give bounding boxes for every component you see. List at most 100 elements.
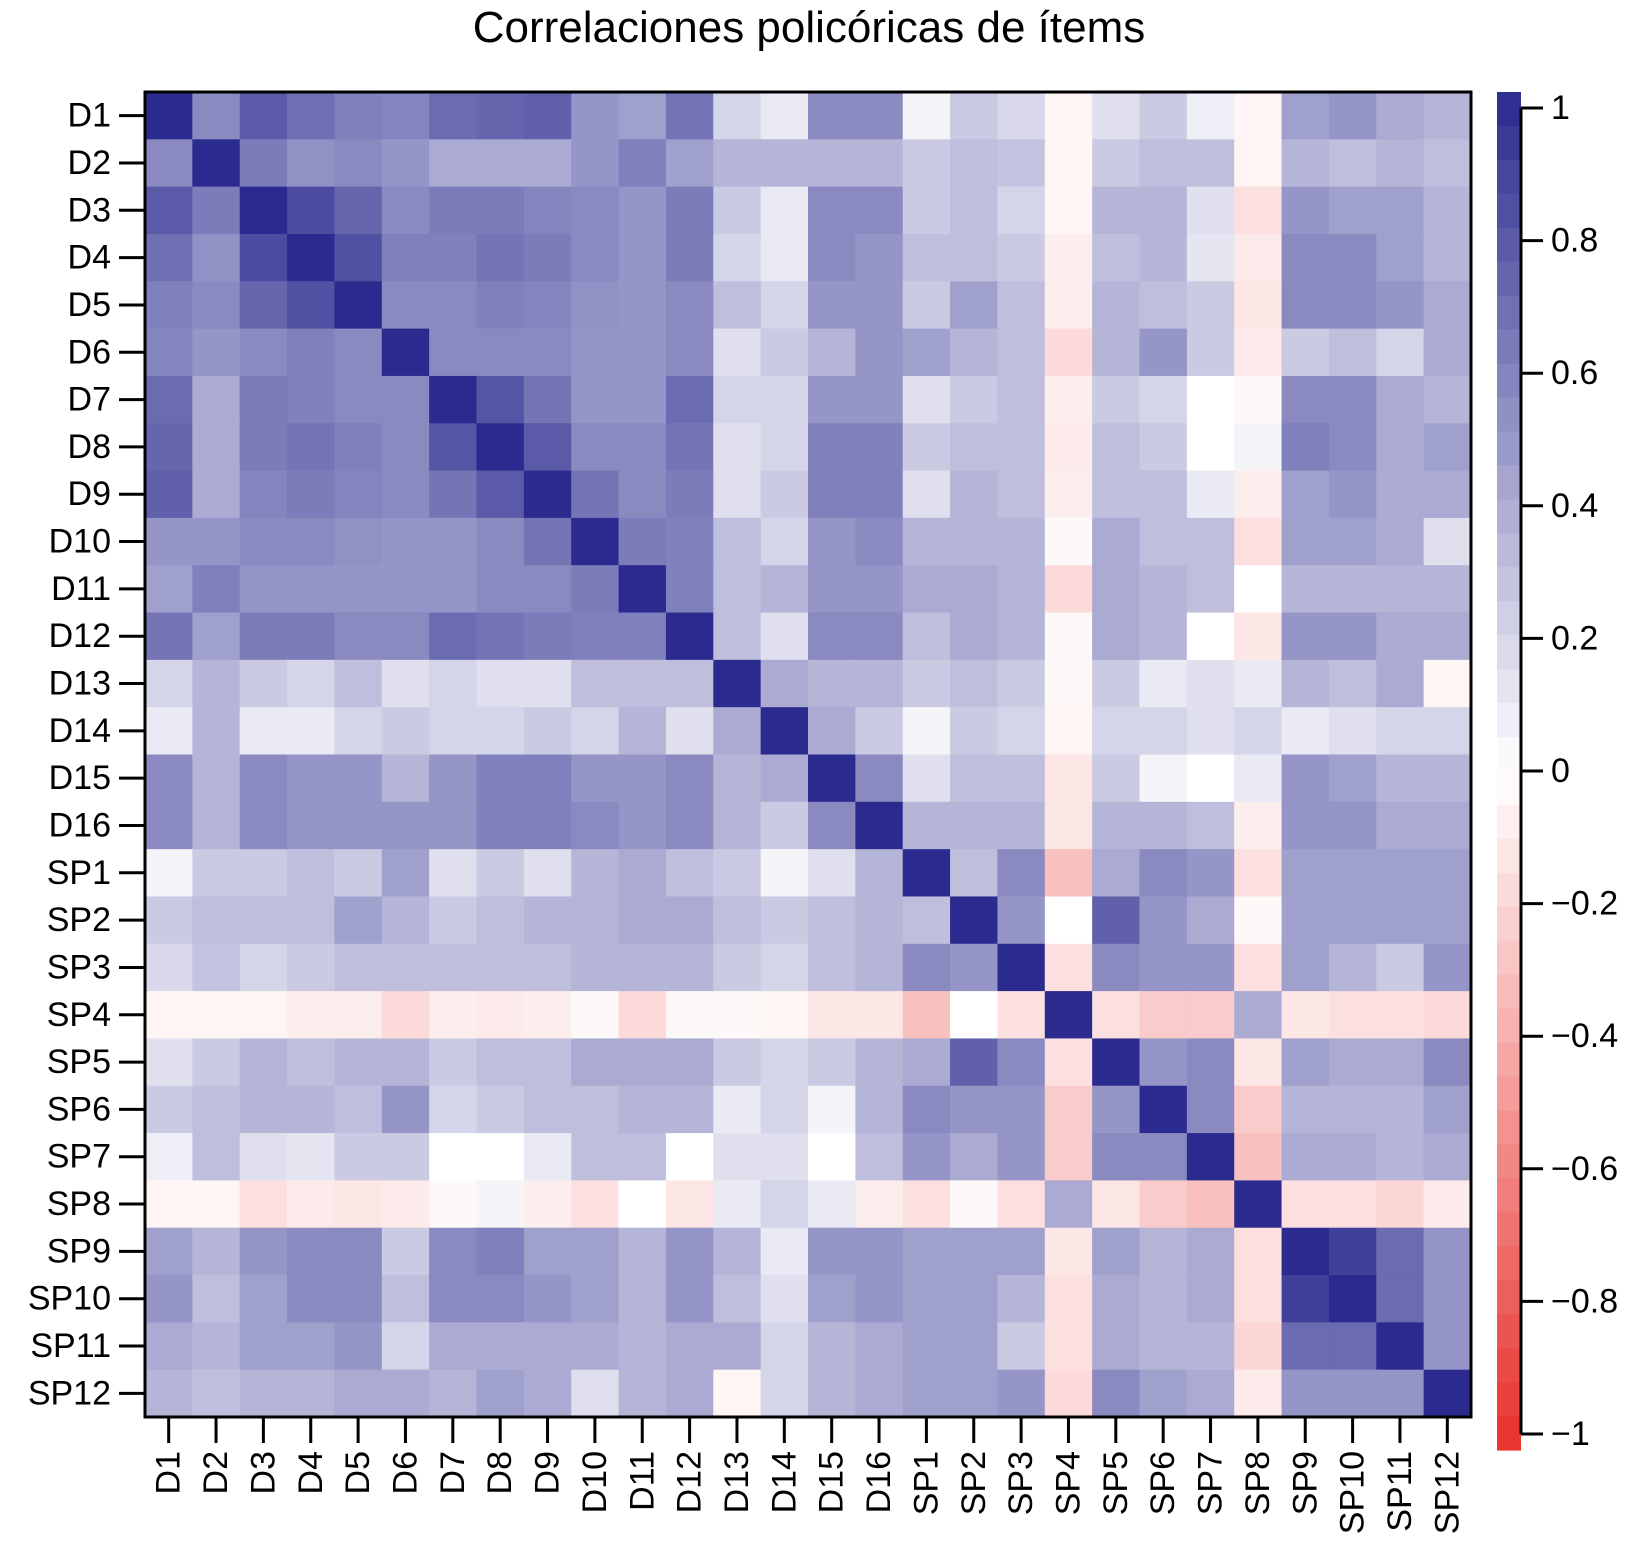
- heatmap-cell: [1234, 991, 1283, 1040]
- x-tick-label: D5: [339, 1451, 377, 1494]
- heatmap-cell: [476, 139, 525, 188]
- heatmap-cell: [808, 991, 856, 1040]
- heatmap-cell: [902, 233, 951, 282]
- heatmap-cell: [1044, 1180, 1093, 1229]
- heatmap-cell: [239, 328, 288, 377]
- heatmap-cell: [1139, 92, 1188, 140]
- heatmap-cell: [571, 565, 620, 614]
- heatmap-cell: [287, 565, 336, 614]
- heatmap-cell: [192, 1180, 241, 1229]
- heatmap-cell: [523, 1275, 572, 1323]
- colorbar-swatch: [1497, 906, 1521, 942]
- heatmap-cell: [1186, 139, 1235, 188]
- heatmap-cell: [1281, 1038, 1330, 1087]
- heatmap-cell: [239, 849, 288, 898]
- heatmap-cell: [855, 281, 904, 330]
- x-tick-label: SP5: [1097, 1451, 1135, 1515]
- heatmap-cell: [618, 943, 667, 992]
- heatmap-cell: [1328, 1369, 1377, 1418]
- heatmap-cell: [950, 991, 999, 1040]
- heatmap-cell: [1092, 1085, 1141, 1134]
- y-tick-label: SP4: [47, 996, 111, 1034]
- heatmap-cell: [239, 943, 288, 992]
- heatmap-cell: [665, 1085, 714, 1134]
- heatmap-cell: [950, 612, 999, 661]
- heatmap-cell: [1092, 1322, 1141, 1371]
- heatmap-cell: [1328, 659, 1377, 708]
- heatmap-cell: [476, 849, 525, 898]
- heatmap-cell: [523, 896, 572, 945]
- heatmap-cell: [1423, 139, 1472, 188]
- heatmap-cell: [287, 375, 336, 424]
- heatmap-cell: [1376, 991, 1425, 1040]
- heatmap-cell: [523, 1322, 572, 1371]
- heatmap-cell: [192, 1133, 241, 1181]
- colorbar-tick-label: −0.8: [1551, 1282, 1618, 1320]
- heatmap-cell: [1376, 801, 1425, 850]
- heatmap-cell: [665, 1275, 714, 1323]
- heatmap-cell: [287, 1038, 336, 1087]
- heatmap-cell: [381, 612, 430, 661]
- heatmap-cell: [429, 1369, 478, 1418]
- heatmap-cell: [287, 849, 336, 898]
- y-tick-label: D8: [68, 428, 111, 466]
- heatmap-cell: [1376, 1133, 1425, 1181]
- heatmap-cell: [1044, 707, 1093, 756]
- heatmap-cell: [1234, 517, 1283, 566]
- heatmap-cell: [1139, 1275, 1188, 1323]
- heatmap-cell: [1044, 1133, 1093, 1181]
- heatmap-cell: [1281, 565, 1330, 614]
- heatmap-cell: [145, 423, 193, 472]
- heatmap-cell: [713, 92, 762, 140]
- y-tick-label: D12: [49, 617, 111, 655]
- heatmap-cell: [618, 1133, 667, 1181]
- x-tick-label: SP2: [955, 1451, 993, 1515]
- heatmap-cell: [713, 186, 762, 235]
- heatmap-cell: [523, 139, 572, 188]
- heatmap-cell: [808, 565, 856, 614]
- heatmap-cell: [665, 565, 714, 614]
- heatmap-cell: [523, 943, 572, 992]
- heatmap-cell: [192, 92, 241, 140]
- x-tick-label: SP10: [1334, 1451, 1372, 1534]
- heatmap-cell: [192, 1085, 241, 1134]
- heatmap-cell: [1139, 896, 1188, 945]
- y-tick-label: D6: [68, 333, 111, 371]
- heatmap-cell: [334, 470, 383, 519]
- heatmap-cell: [1328, 233, 1377, 282]
- heatmap-cell: [713, 1369, 762, 1418]
- heatmap-cell: [997, 801, 1046, 850]
- heatmap-cell: [1186, 470, 1235, 519]
- y-tick-label: D15: [49, 759, 111, 797]
- heatmap-cell: [1234, 92, 1283, 140]
- heatmap-cell: [381, 1133, 430, 1181]
- heatmap-cell: [808, 517, 856, 566]
- heatmap-cell: [1281, 186, 1330, 235]
- heatmap-cell: [1281, 375, 1330, 424]
- heatmap-cell: [808, 659, 856, 708]
- heatmap-cell: [808, 281, 856, 330]
- heatmap-cell: [1328, 470, 1377, 519]
- x-tick-label: D9: [529, 1451, 567, 1494]
- heatmap-cell: [1234, 754, 1283, 803]
- heatmap-cell: [1092, 328, 1141, 377]
- heatmap-cell: [239, 139, 288, 188]
- heatmap-cell: [665, 517, 714, 566]
- heatmap-cell: [665, 139, 714, 188]
- heatmap-cell: [902, 565, 951, 614]
- heatmap-cell: [192, 1038, 241, 1087]
- heatmap-cell: [997, 754, 1046, 803]
- heatmap-cell: [1092, 1369, 1141, 1418]
- heatmap-cell: [1423, 1038, 1472, 1087]
- heatmap-cell: [145, 1369, 193, 1418]
- heatmap-cell: [1186, 565, 1235, 614]
- heatmap-cell: [334, 849, 383, 898]
- heatmap-cell: [287, 1322, 336, 1371]
- heatmap-cell: [523, 186, 572, 235]
- heatmap-cell: [950, 707, 999, 756]
- heatmap-cell: [713, 565, 762, 614]
- heatmap-cell: [855, 849, 904, 898]
- colorbar-tick-label: 1: [1551, 89, 1570, 127]
- heatmap-cell: [618, 991, 667, 1040]
- heatmap-cell: [1281, 1275, 1330, 1323]
